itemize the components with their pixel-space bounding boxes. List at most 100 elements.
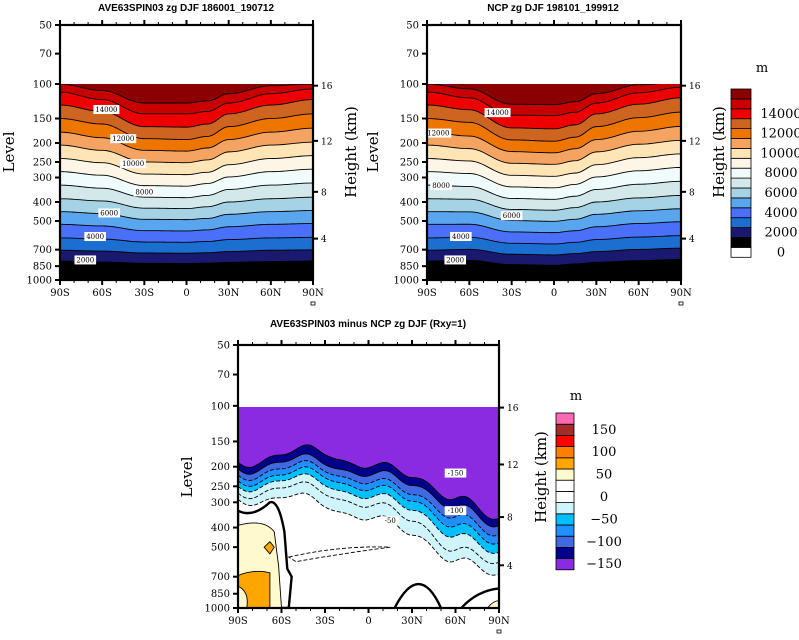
y-tick-label: 70: [217, 370, 230, 381]
contour-line: [427, 167, 681, 189]
contour-line: [238, 466, 499, 545]
contour-label-bg: [93, 105, 120, 115]
colorbar-swatch: [555, 502, 575, 515]
colorbar-label: 4000: [764, 206, 797, 221]
height-colorbar: m 0 2000 4000 6000 8000 10000 12000 14000: [730, 61, 799, 260]
y-tick-label: 400: [33, 198, 52, 209]
contour-label: 12000: [112, 135, 134, 143]
contour-line: [60, 88, 313, 115]
y-tick-label: 70: [406, 49, 419, 60]
difference-colorbar-swatches: −150 −100 −50 0 50 100 150: [555, 412, 622, 572]
contour-line: [60, 155, 313, 176]
contour-label-bg: [98, 208, 120, 218]
contour-label: 8000: [135, 188, 153, 196]
x-tick-label: 90S: [50, 288, 70, 299]
colorbar-swatch: [730, 88, 752, 100]
zero-contour: [393, 582, 443, 608]
model-panel-contour-labels: 14000 12000 10000 8000 6000 4000 2000: [74, 105, 156, 265]
contour-line: [427, 258, 681, 266]
colorbar-label: 150: [592, 423, 617, 438]
reference-panel-title: NCP zg DJF 198101_199912: [487, 3, 619, 14]
y2-tick-label: 4: [507, 562, 513, 572]
contour-label: -150: [448, 470, 464, 478]
contour-line: [427, 195, 681, 211]
contour-label: 10000: [122, 160, 144, 168]
height-colorbar-swatches: 0 2000 4000 6000 8000 10000 12000 14000: [730, 88, 799, 260]
contour-line: [60, 271, 313, 274]
x-tick-label: 90N: [488, 616, 510, 627]
difference-colorbar: m −150 −100 −50 0 50 100 150: [555, 389, 622, 572]
contour-label: 6000: [100, 209, 118, 217]
x-tick-label: 60N: [260, 288, 282, 299]
colorbar-swatch: [730, 207, 752, 219]
contour-line: [427, 153, 681, 177]
x-tick-label: 0: [551, 288, 557, 299]
y2-tick-label: 8: [321, 188, 327, 198]
colorbar-label: 100: [592, 445, 617, 460]
contour-label-bg: [84, 232, 106, 242]
y-tick-label: 200: [33, 139, 52, 150]
y-tick-label: 300: [211, 498, 230, 509]
y-tick-label: 150: [211, 437, 230, 448]
contour-line: [427, 97, 681, 130]
difference-panel-contour-labels: -150 -100 -50: [381, 468, 467, 526]
height-colorbar-units: m: [756, 61, 768, 76]
x-tick-label: 90S: [228, 616, 248, 627]
contour-label: -100: [448, 507, 464, 515]
y2-tick-label: 8: [689, 188, 695, 198]
colorbar-label: −100: [586, 535, 622, 550]
colorbar-swatch: [730, 177, 752, 189]
y-tick-label: 250: [33, 157, 52, 168]
contour-label-bg: [120, 159, 147, 169]
y2-tick-label: 12: [689, 137, 700, 147]
y-tick-label: 200: [211, 462, 230, 473]
x-tick-label: 60S: [92, 288, 112, 299]
colorbar-swatch: [555, 535, 575, 548]
colorbar-swatch: [730, 138, 752, 149]
zero-contour: [460, 587, 499, 608]
reference-panel: NCP zg DJF 198101_199912 14000 12000 8000 6…: [364, 3, 728, 306]
contour-line: [238, 444, 499, 520]
x-tick-label: 30N: [218, 288, 240, 299]
y2-tick-label: 4: [689, 235, 695, 245]
colorbar-swatch: [555, 490, 575, 503]
contour-label: 2000: [446, 256, 464, 264]
x-tick-label: 30S: [502, 288, 522, 299]
model-panel-ylabel: Level: [0, 131, 18, 172]
colorbar-swatch: [730, 128, 752, 139]
y-tick-label: 100: [400, 80, 419, 91]
colorbar-label: 14000: [760, 107, 799, 122]
y2-tick-label: 16: [507, 404, 519, 414]
y-tick-label: 250: [211, 482, 230, 493]
contour-band: [60, 271, 313, 280]
contour-label-bg: [381, 516, 399, 526]
x-tick-label: 60S: [272, 616, 292, 627]
x-tick-label: 30N: [401, 616, 423, 627]
colorbar-swatch: [555, 423, 575, 436]
model-panel: AVE63SPIN03 zg DJF 186001_190712 14000 12…: [0, 3, 360, 306]
difference-panel-ylabel: Level: [178, 456, 196, 497]
reference-panel-ylabel: Level: [364, 131, 382, 172]
marker-square: [496, 629, 502, 634]
colorbar-swatch: [555, 468, 575, 481]
colorbar-swatch: [730, 167, 752, 179]
x-tick-label: 30S: [315, 616, 335, 627]
contour-line: [238, 460, 499, 537]
x-tick-label: 60N: [445, 616, 467, 627]
x-tick-label: 90N: [670, 288, 692, 299]
y-tick-label: 50: [406, 21, 419, 32]
contour-line: [263, 541, 275, 555]
contour-label: 12000: [427, 130, 449, 138]
contour-label-bg: [133, 187, 156, 197]
colorbar-swatch: [730, 217, 752, 228]
colorbar-swatch: [555, 446, 575, 459]
colorbar-label: 0: [777, 245, 785, 260]
difference-panel-contour-lines: [238, 444, 499, 608]
colorbar-label: 8000: [764, 166, 797, 181]
x-tick-label: 90N: [302, 288, 324, 299]
y-tick-label: 250: [400, 157, 419, 168]
y-tick-label: 1000: [27, 276, 52, 287]
colorbar-swatch: [555, 457, 575, 470]
